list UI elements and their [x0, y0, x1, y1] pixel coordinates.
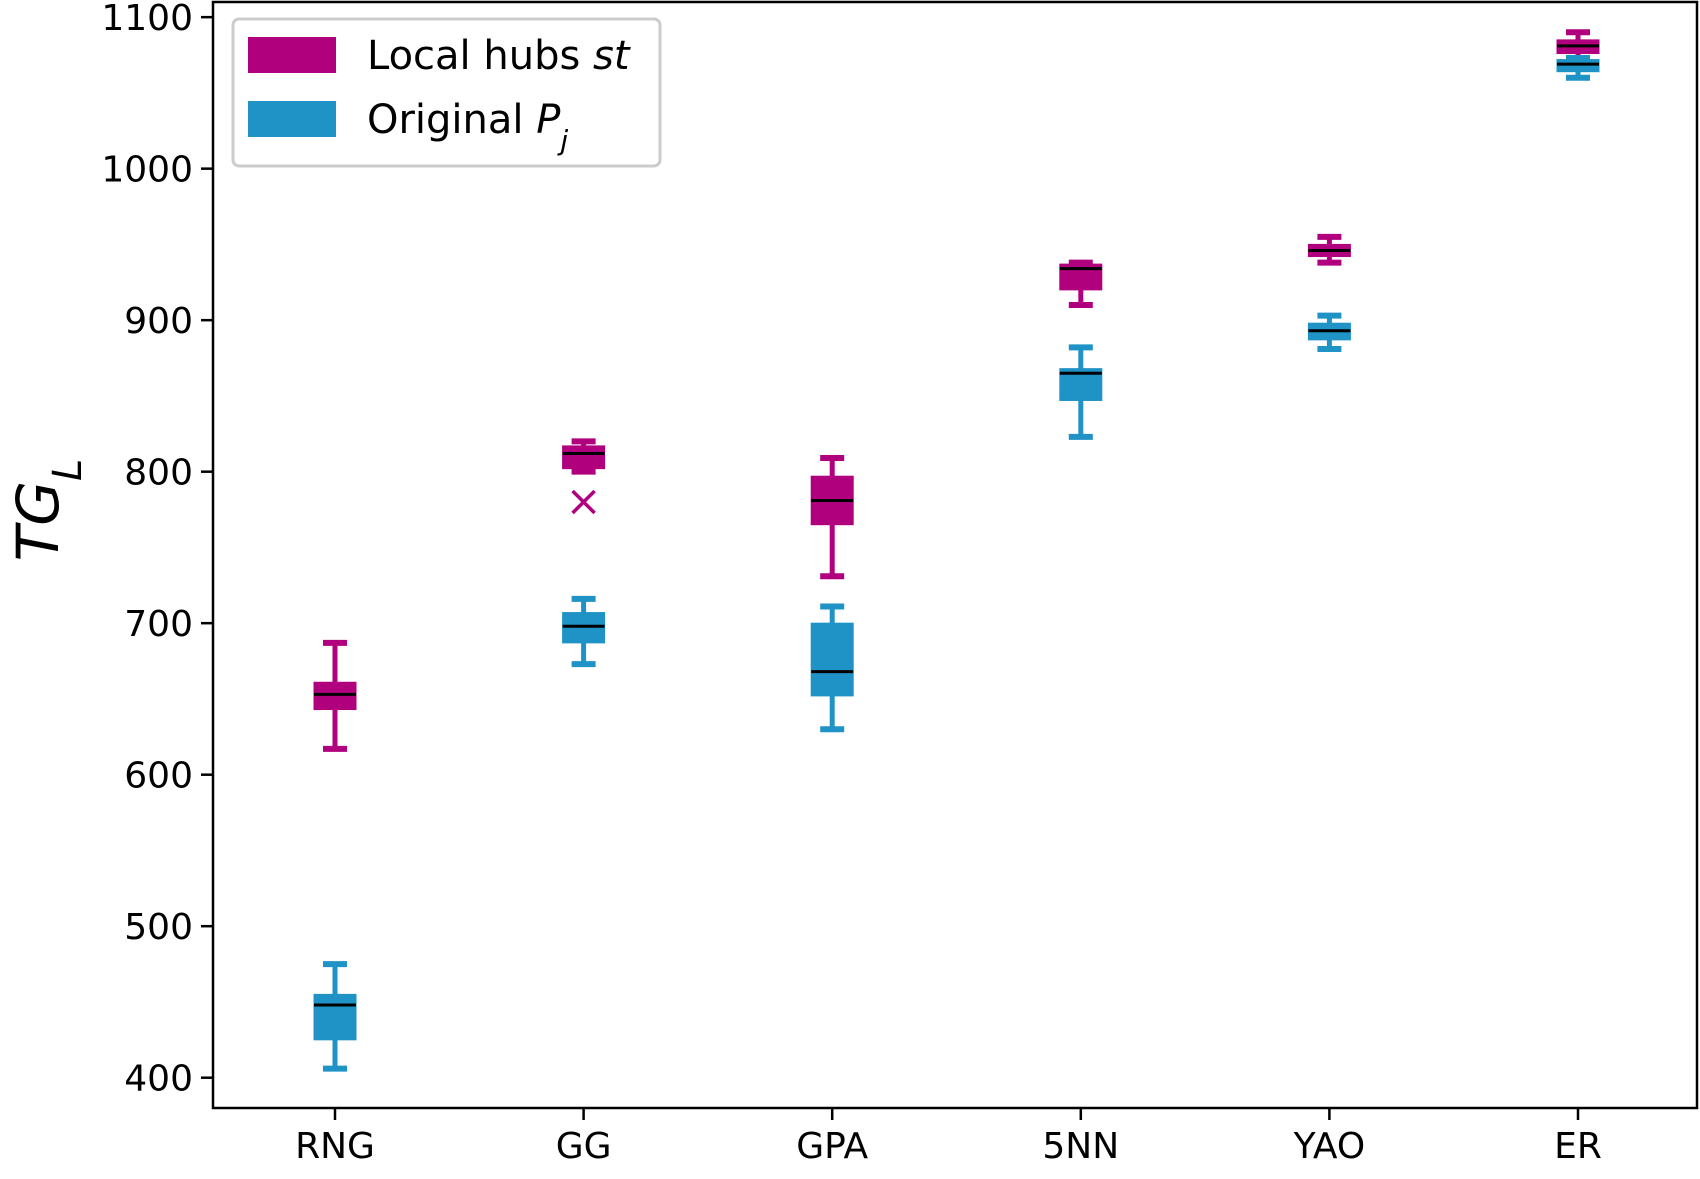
legend-frame [231, 17, 662, 168]
x-axis: RNG GG GPA 5NN YAO ER [295, 1108, 1602, 1167]
box-gg-original [562, 595, 606, 668]
box-er-original [1556, 55, 1600, 81]
x-tick-label: ER [1554, 1126, 1602, 1167]
y-axis: 400 500 600 700 800 900 1000 1100 [101, 0, 213, 1100]
box-gpa-local-hubs [810, 455, 854, 580]
x-tick-label: YAO [1293, 1126, 1366, 1167]
legend-swatch [248, 37, 336, 73]
y-axis-label-subscript: L [45, 459, 91, 481]
box-rng-original [313, 961, 357, 1072]
box-rng-local-hubs [313, 639, 357, 752]
y-tick-label: 1100 [101, 0, 193, 39]
outlier-stroke [571, 489, 596, 515]
x-tick-label: GG [556, 1126, 612, 1167]
outlier-marker [571, 489, 596, 515]
y-axis-label: TGL [4, 459, 91, 562]
legend-label-italic: P [536, 97, 561, 143]
box-body [810, 622, 854, 697]
legend: Local hubs st Original Pj [231, 17, 662, 168]
box-gg-local-hubs [562, 438, 606, 515]
legend-label-text: Original [367, 97, 536, 143]
legend-label-italic: st [593, 33, 631, 79]
legend-swatch [248, 101, 336, 137]
y-tick-label: 500 [124, 907, 193, 948]
x-tick-label: 5NN [1042, 1126, 1119, 1167]
x-tick-label: RNG [295, 1126, 375, 1167]
x-tick-label: GPA [796, 1126, 868, 1167]
legend-label: Local hubs st [367, 33, 631, 79]
box-body [313, 993, 357, 1041]
box-body [562, 445, 606, 470]
box-yao-original [1307, 312, 1351, 352]
box-marks [313, 29, 1600, 1072]
box-body [1556, 59, 1600, 73]
y-tick-label: 800 [124, 453, 193, 494]
legend-label-text: Local hubs [367, 33, 593, 79]
box-gpa-original [810, 603, 854, 733]
legend-label: Original Pj [367, 97, 568, 157]
y-tick-label: 700 [124, 604, 193, 645]
y-axis-label-main: TG [4, 481, 72, 561]
box-5nn-local-hubs [1059, 259, 1103, 309]
box-5nn-original [1059, 344, 1103, 440]
y-tick-label: 600 [124, 756, 193, 797]
y-tick-label: 1000 [101, 150, 193, 191]
box-body [562, 612, 606, 644]
y-tick-label: 400 [124, 1059, 193, 1100]
y-tick-label: 900 [124, 301, 193, 342]
box-yao-local-hubs [1307, 233, 1351, 266]
plot-frame [211, 0, 1699, 1110]
box-body [313, 681, 357, 711]
